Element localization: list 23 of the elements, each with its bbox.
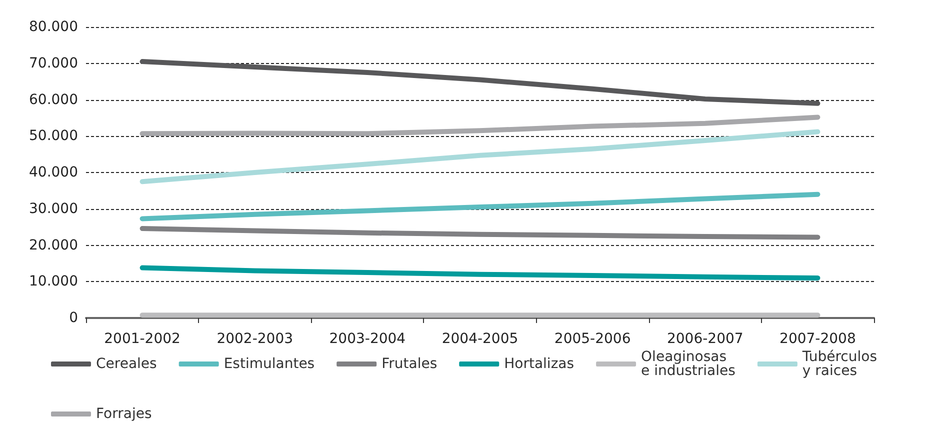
legend-label: Hortalizas (504, 356, 574, 372)
x-tick-label: 2006-2007 (666, 331, 744, 347)
y-tick-label: 70.000 (29, 55, 78, 72)
y-tick-label: 80.000 (29, 19, 78, 35)
legend-label: Forrajes (96, 406, 152, 422)
y-tick-label: 0 (69, 310, 78, 326)
legend-label: Frutales (382, 356, 438, 372)
y-tick-label: 10.000 (29, 274, 78, 290)
y-tick-label: 30.000 (29, 200, 78, 217)
x-tick-label: 2003-2004 (329, 331, 406, 347)
legend-label: Oleaginosas e industriales (641, 349, 736, 379)
x-tick-label: 2004-2005 (442, 331, 518, 347)
y-tick-label: 50.000 (29, 128, 78, 144)
x-tick-label: 2005-2006 (554, 331, 631, 347)
y-tick-label: 20.000 (29, 237, 78, 254)
x-tick-label: 2001-2002 (104, 331, 180, 347)
legend-label: Tubérculos y raices (801, 349, 878, 379)
legend-label: Cereales (96, 356, 157, 372)
y-tick-label: 40.000 (29, 164, 78, 180)
y-tick-label: 60.000 (29, 92, 78, 108)
x-tick-label: 2002-2003 (216, 331, 294, 347)
x-tick-label: 2007-2008 (780, 331, 856, 347)
legend-label: Estimulantes (224, 356, 315, 372)
